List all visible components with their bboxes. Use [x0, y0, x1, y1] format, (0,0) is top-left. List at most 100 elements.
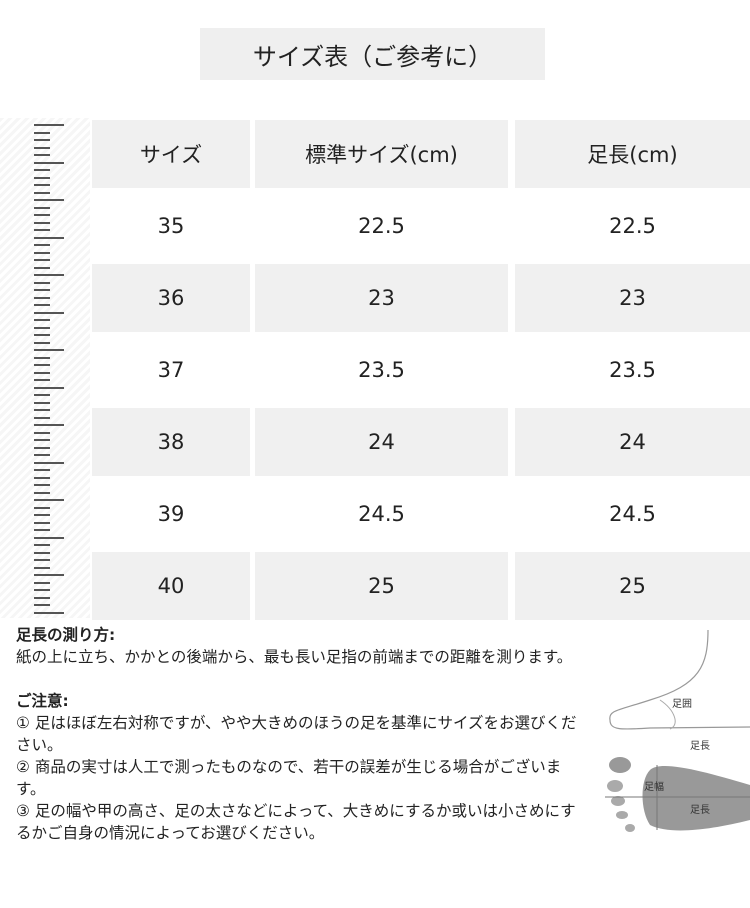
ruler-tick [34, 409, 50, 411]
ruler-tick [34, 199, 64, 201]
ruler-tick [34, 514, 50, 516]
ruler-tick [34, 184, 50, 186]
ruler-tick [34, 206, 50, 209]
ruler-tick [34, 356, 50, 359]
ruler-tick [34, 574, 64, 576]
ruler-tick [34, 244, 50, 246]
table-cell: 24 [515, 408, 750, 476]
ruler-tick [34, 221, 50, 224]
table-header-cell: サイズ [92, 120, 250, 188]
table-header-cell: 足長(cm) [515, 120, 750, 188]
table-cell: 40 [92, 552, 250, 620]
ruler-tick [34, 289, 50, 291]
ruler-tick [34, 476, 50, 479]
ruler-tick [34, 334, 50, 336]
table-cell: 22.5 [609, 214, 656, 238]
ruler-tick [34, 424, 64, 426]
width-label: 足幅 [644, 780, 664, 793]
ruler-tick [34, 566, 50, 569]
ruler-tick [34, 379, 50, 381]
table-header-cell: 標準サイズ(cm) [255, 120, 508, 188]
ruler-tick [34, 214, 50, 216]
ruler-decoration [0, 118, 90, 618]
girth-label: 足囲 [672, 698, 692, 710]
ruler-tick [34, 371, 50, 374]
table-cell: 37 [157, 358, 185, 382]
ruler-tick [34, 139, 50, 141]
ruler-tick [34, 311, 64, 314]
table-cell: 25 [515, 552, 750, 620]
notice-item: ① 足はほぼ左右対称ですが、やや大きめのほうの足を基準にサイズをお選びください。 [16, 714, 577, 754]
notes: 足長の測り方: 紙の上に立ち、かかとの後端から、最も長い足指の前端までの距離を測… [16, 624, 581, 844]
ruler-tick [34, 304, 50, 306]
ruler-tick [34, 341, 50, 344]
ruler-tick [34, 124, 64, 126]
ruler-tick [34, 364, 50, 366]
table-cell: 23.5 [358, 358, 405, 382]
ruler-tick [34, 431, 50, 434]
notice-item: ② 商品の実寸は人工で測ったものなので、若干の誤差が生じる場合がございます。 [16, 758, 562, 798]
table-cell: 24 [255, 408, 508, 476]
ruler-tick [34, 266, 50, 269]
length-bottom-label: 足長 [690, 804, 710, 816]
ruler-tick [34, 259, 50, 261]
ruler-tick [34, 296, 50, 299]
ruler-tick [34, 146, 50, 149]
ruler-tick [34, 154, 50, 156]
ruler-tick [34, 544, 50, 546]
ruler-tick [34, 521, 50, 524]
ruler-tick [34, 454, 50, 456]
ruler-tick [34, 439, 50, 441]
ruler-tick [34, 611, 64, 614]
ruler-tick [34, 484, 50, 486]
ruler-tick [34, 319, 50, 321]
notice-heading: ご注意: [16, 692, 69, 710]
table-cell: 35 [157, 214, 185, 238]
ruler-tick [34, 416, 50, 419]
ruler-tick [34, 176, 50, 179]
ruler-tick [34, 604, 50, 606]
table-cell: 36 [92, 264, 250, 332]
table-cell: 23.5 [609, 358, 656, 382]
ruler-tick [34, 349, 64, 351]
ruler-tick [34, 281, 50, 284]
foot-diagram: 足囲 足長 足幅 足長 [605, 629, 750, 832]
length-side-label: 足長 [690, 740, 710, 752]
ruler-tick [34, 559, 50, 561]
notice-item: ③ 足の幅や甲の高さ、足の太さなどによって、大きめにするか或いは小さめにするかご… [16, 802, 576, 842]
ruler-tick [34, 491, 50, 494]
ruler-tick [34, 326, 50, 329]
ruler-tick [34, 529, 50, 531]
ruler-tick [34, 461, 64, 464]
ruler-tick [34, 499, 64, 501]
ruler-tick [34, 589, 50, 591]
table-cell: 24.5 [358, 502, 405, 526]
ruler-tick [34, 274, 64, 276]
ruler-tick [34, 581, 50, 584]
page-title: サイズ表（ご参考に） [200, 28, 545, 80]
ruler-tick [34, 191, 50, 194]
ruler-tick [34, 446, 50, 449]
table-cell: 39 [157, 502, 185, 526]
ruler-tick [34, 131, 50, 134]
table-cell: 22.5 [358, 214, 405, 238]
ruler-tick [34, 236, 64, 239]
ruler-tick [34, 506, 50, 509]
ruler-tick [34, 394, 50, 396]
table-cell: 23 [255, 264, 508, 332]
table-cell: 38 [92, 408, 250, 476]
table-cell: 24.5 [609, 502, 656, 526]
ruler-tick [34, 401, 50, 404]
ruler-tick [34, 386, 64, 389]
ruler-tick [34, 169, 50, 171]
ruler-tick [34, 251, 50, 254]
table-cell: 25 [255, 552, 508, 620]
ruler-tick [34, 536, 64, 539]
ruler-tick [34, 229, 50, 231]
ruler-tick [34, 469, 50, 471]
measure-text: 紙の上に立ち、かかとの後端から、最も長い足指の前端までの距離を測ります。 [16, 648, 573, 666]
measure-heading: 足長の測り方: [16, 626, 116, 644]
table-cell: 23 [515, 264, 750, 332]
ruler-tick [34, 551, 50, 554]
ruler-tick [34, 161, 64, 164]
